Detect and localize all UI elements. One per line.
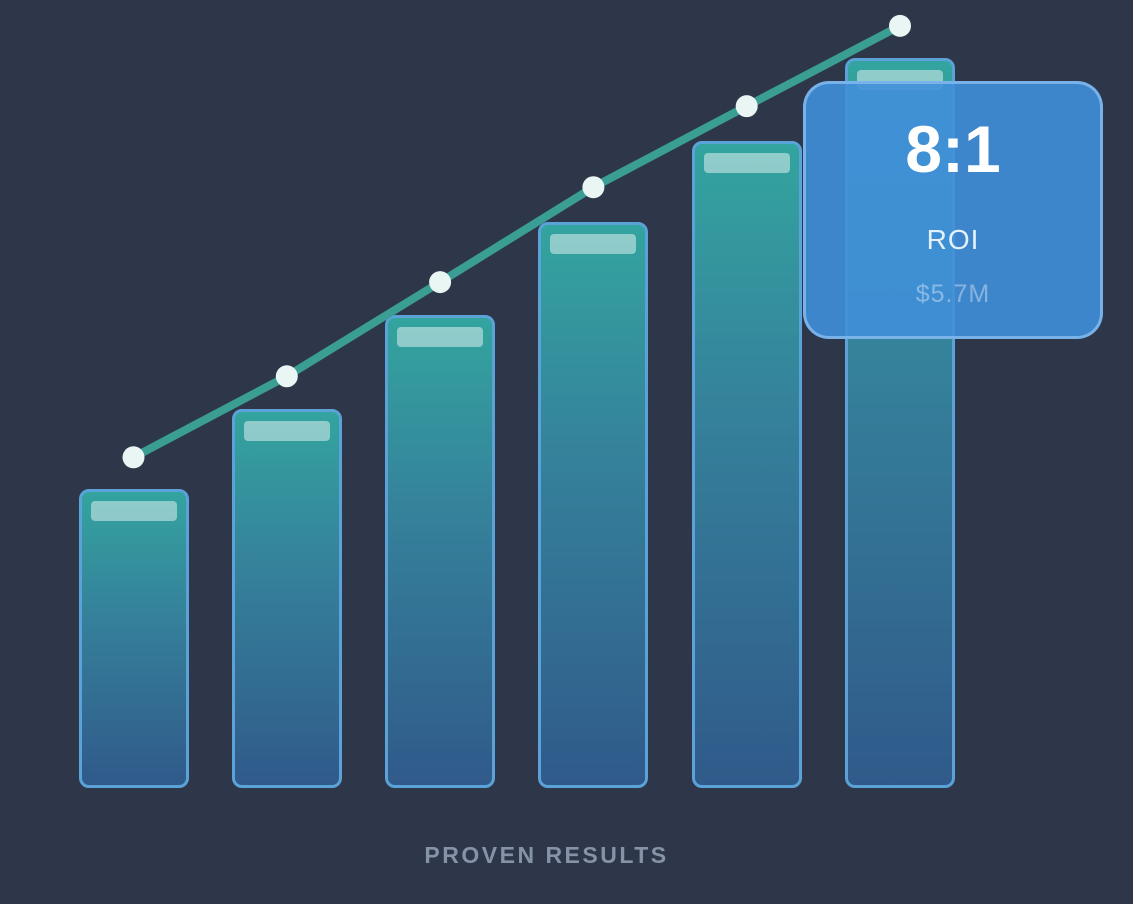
bar-cap <box>703 153 790 174</box>
bar <box>385 314 496 788</box>
bar <box>231 409 342 788</box>
roi-card: 8:1 ROI $5.7M <box>803 81 1103 339</box>
bar-cap <box>90 500 177 521</box>
bar <box>691 141 802 788</box>
roi-amount-value: $5.7M <box>915 280 991 308</box>
roi-label: ROI <box>926 224 980 255</box>
bar-cap <box>550 234 637 255</box>
bar <box>538 222 649 788</box>
bar-cap <box>397 326 484 347</box>
caption-text: PROVEN RESULTS <box>424 842 669 868</box>
bar <box>78 488 189 788</box>
roi-ratio-value: 8:1 <box>905 112 1001 186</box>
bar-cap <box>243 421 330 442</box>
